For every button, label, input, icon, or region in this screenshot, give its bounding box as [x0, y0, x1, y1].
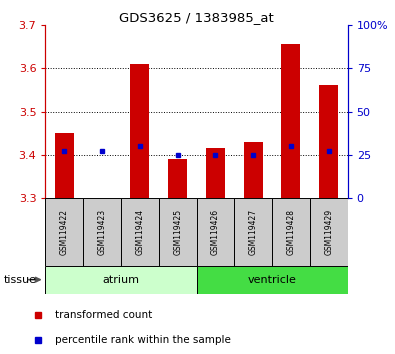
Bar [83, 198, 121, 266]
Bar [310, 198, 348, 266]
Bar [206, 148, 225, 198]
Title: GDS3625 / 1383985_at: GDS3625 / 1383985_at [119, 11, 274, 24]
Text: GSM119423: GSM119423 [98, 209, 107, 255]
Text: GSM119424: GSM119424 [135, 209, 144, 255]
Bar [272, 198, 310, 266]
Text: tissue: tissue [4, 275, 37, 285]
Text: atrium: atrium [102, 275, 139, 285]
Bar [319, 86, 338, 198]
Text: GSM119422: GSM119422 [60, 209, 69, 255]
Bar [282, 44, 300, 198]
Text: GSM119427: GSM119427 [249, 209, 258, 255]
Text: GSM119429: GSM119429 [324, 209, 333, 255]
Text: transformed count: transformed count [55, 310, 152, 320]
Bar [159, 198, 197, 266]
Text: percentile rank within the sample: percentile rank within the sample [55, 335, 231, 344]
Bar [121, 198, 159, 266]
Bar [55, 133, 74, 198]
Text: GSM119426: GSM119426 [211, 209, 220, 255]
Text: ventricle: ventricle [248, 275, 297, 285]
Bar [244, 142, 263, 198]
Bar [197, 198, 234, 266]
Bar [130, 64, 149, 198]
Bar [45, 198, 83, 266]
Bar [45, 266, 197, 294]
Bar [234, 198, 272, 266]
Text: GSM119428: GSM119428 [286, 209, 295, 255]
Bar [197, 266, 348, 294]
Bar [168, 159, 187, 198]
Text: GSM119425: GSM119425 [173, 209, 182, 255]
